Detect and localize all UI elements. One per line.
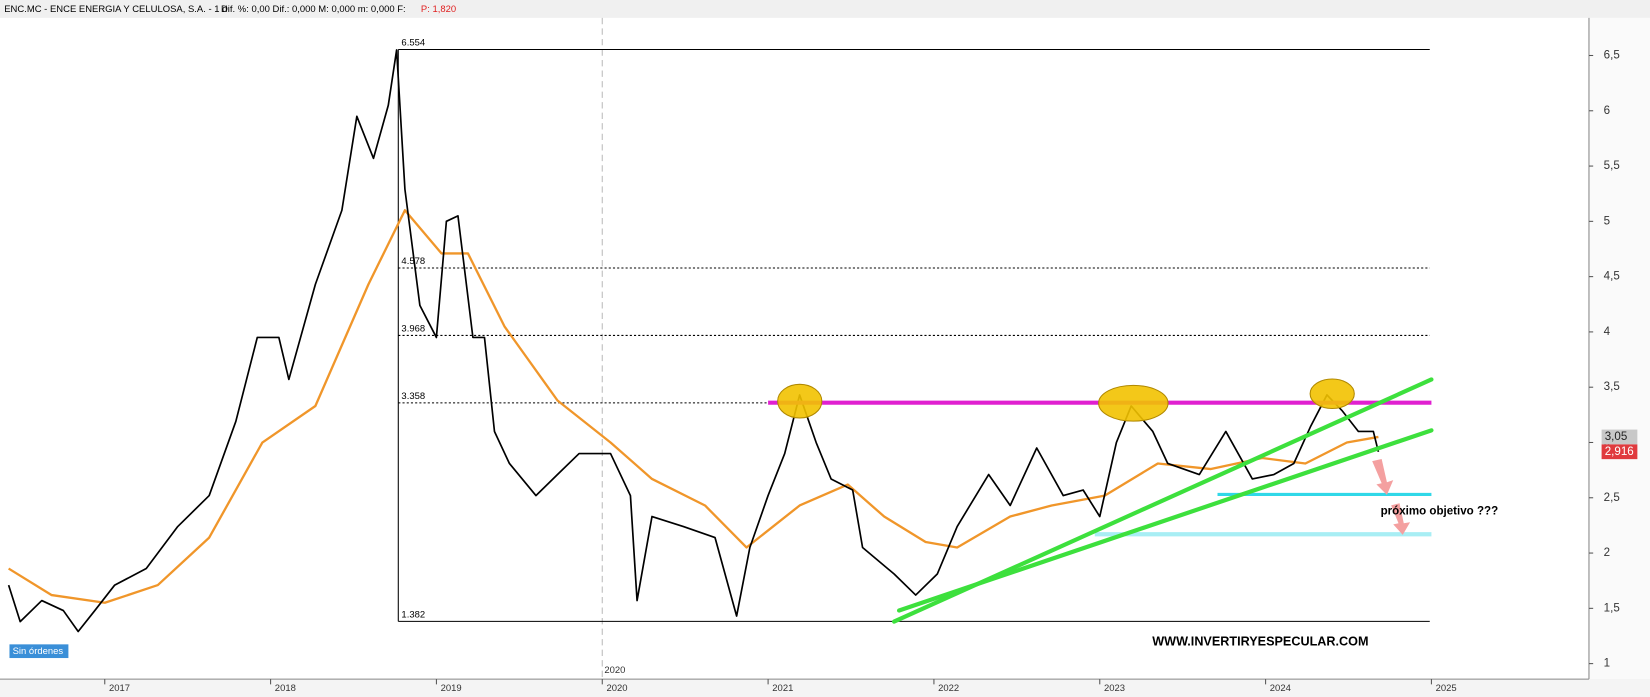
annotation: próximo objetivo ???: [1381, 506, 1499, 518]
fib-label: 4.578: [401, 256, 425, 267]
fib-label: 3.968: [401, 324, 425, 335]
y-tick-label: 3,5: [1604, 381, 1620, 393]
x-tick-label: 2017: [109, 683, 130, 694]
last-value-box: [1601, 444, 1638, 460]
y-tick-label: 2,5: [1604, 492, 1620, 504]
y-tick-label: 5: [1604, 215, 1610, 227]
x-tick-label: 2025: [1436, 683, 1457, 694]
x-tick-label: 2023: [1104, 683, 1125, 694]
header-price: P: 1,820: [421, 4, 456, 15]
plot: 2020 6.554 4.578 3.968 3.358 1.382: [7, 17, 1434, 680]
separator-label: 2020: [604, 665, 625, 676]
y-tick-label: 5,5: [1604, 160, 1620, 172]
right-axis-area: [1588, 17, 1650, 697]
last-value-label: 2,916: [1605, 446, 1634, 458]
y-tick-label: 1: [1604, 658, 1610, 670]
arrow: [1391, 503, 1411, 535]
last-value-box: [1601, 429, 1638, 445]
status-badge[interactable]: [9, 644, 69, 659]
arrow: [1372, 459, 1394, 495]
y-tick-label: 6: [1604, 105, 1610, 117]
y-tick-label: 1,5: [1604, 602, 1620, 614]
y-tick-label: 4: [1604, 326, 1611, 338]
watermark: WWW.INVERTIRYESPECULAR.COM: [1152, 635, 1368, 649]
x-tick-label: 2022: [938, 683, 959, 694]
header-symbol: ENC.MC - ENCE ENERGIA Y CELULOSA, S.A. -…: [4, 4, 227, 15]
header-bar: [0, 0, 1650, 18]
fib-label: 3.358: [401, 391, 425, 402]
highlight: [777, 383, 823, 419]
x-tick-label: 2019: [441, 683, 462, 694]
highlight: [1098, 384, 1169, 422]
x-tick-label: 2020: [606, 683, 627, 694]
bottom-axis-area: [0, 679, 1650, 697]
x-tick-label: 2021: [772, 683, 793, 694]
price-line: [8, 209, 1379, 604]
x-tick-label: 2018: [275, 683, 296, 694]
y-tick-label: 2: [1604, 547, 1610, 559]
fib-label: 1.382: [401, 610, 425, 621]
highlight: [1309, 378, 1355, 410]
x-tick-label: 2024: [1270, 683, 1291, 694]
header-stats: Dif. %: 0,00 Dif.: 0,000 M: 0,000 m: 0,0…: [221, 4, 406, 15]
y-tick-label: 6,5: [1604, 50, 1620, 62]
trendline: [896, 428, 1434, 613]
price-line: [7, 49, 1380, 633]
status-text[interactable]: Sin órdenes: [13, 646, 64, 657]
fib-label: 6.554: [401, 38, 425, 49]
y-tick-label: 4,5: [1604, 271, 1620, 283]
last-value-label: 3,05: [1605, 431, 1628, 443]
